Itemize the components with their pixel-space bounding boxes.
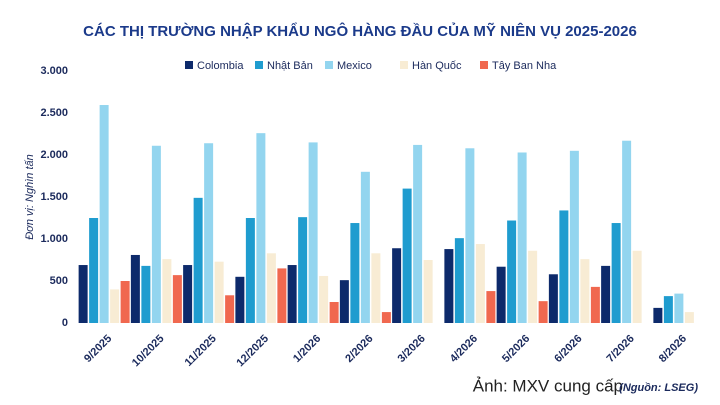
bar — [611, 223, 621, 323]
bar — [110, 289, 120, 323]
bar — [256, 133, 266, 323]
bar — [444, 249, 454, 323]
legend-label: Colombia — [197, 60, 244, 72]
legend-swatch — [480, 61, 488, 69]
bar — [507, 220, 517, 323]
bar — [559, 210, 569, 323]
bar — [350, 223, 360, 323]
bar — [548, 274, 558, 323]
bar — [381, 312, 391, 323]
bar — [162, 259, 172, 323]
bar — [266, 253, 276, 323]
bar — [423, 260, 433, 323]
bar — [235, 276, 245, 323]
bar — [590, 286, 600, 323]
x-tick-label: 6/2026 — [552, 333, 584, 365]
bar — [465, 148, 475, 323]
y-tick-label: 500 — [50, 275, 68, 287]
x-tick-label: 12/2025 — [234, 333, 271, 370]
source: (Nguồn: LSEG) — [619, 382, 698, 394]
x-tick-label: 3/2026 — [396, 333, 428, 365]
bar — [78, 265, 88, 323]
chart-title: CÁC THỊ TRƯỜNG NHẬP KHẨU NGÔ HÀNG ĐẦU CỦ… — [83, 22, 637, 40]
bar — [402, 188, 412, 323]
caption: Ảnh: MXV cung cấp — [473, 376, 623, 395]
x-tick-label: 1/2026 — [291, 333, 323, 365]
bar — [632, 250, 642, 323]
x-tick-label: 11/2025 — [183, 333, 219, 369]
bar — [287, 265, 297, 323]
x-tick-label: 10/2025 — [130, 333, 167, 370]
bar — [538, 301, 548, 323]
bar — [89, 218, 99, 323]
bar — [486, 291, 496, 323]
legend-swatch — [185, 61, 193, 69]
bar — [151, 145, 161, 323]
y-tick-label: 0 — [62, 317, 68, 329]
bar — [392, 248, 402, 323]
bar — [684, 312, 694, 323]
bar — [193, 197, 203, 323]
y-tick-label: 2.000 — [40, 149, 68, 161]
legend-swatch — [255, 61, 263, 69]
bar — [413, 144, 423, 323]
bar — [475, 244, 485, 323]
bar — [225, 295, 235, 323]
bar — [663, 296, 673, 323]
legend-swatch — [325, 61, 333, 69]
bar — [653, 307, 663, 323]
bar — [329, 302, 339, 323]
x-tick-label: 8/2026 — [657, 333, 689, 365]
bar — [298, 217, 308, 323]
bar — [601, 265, 611, 323]
bar — [277, 268, 287, 323]
legend-swatch — [400, 61, 408, 69]
bar — [141, 265, 151, 323]
bar — [245, 218, 255, 323]
bar — [204, 143, 214, 323]
bar — [319, 275, 329, 323]
bar — [496, 266, 506, 323]
y-tick-label: 1.500 — [40, 191, 68, 203]
legend-label: Nhật Bản — [267, 60, 313, 72]
y-tick-label: 3.000 — [40, 65, 68, 77]
bar — [517, 152, 527, 323]
y-tick-label: 2.500 — [40, 107, 68, 119]
legend-label: Tây Ban Nha — [492, 60, 557, 72]
y-axis-label: Đơn vị: Nghìn tấn — [24, 154, 36, 240]
x-tick-label: 4/2026 — [448, 333, 480, 365]
bar — [528, 250, 538, 323]
legend-label: Hàn Quốc — [412, 60, 462, 72]
bar — [580, 259, 590, 323]
bar — [371, 253, 381, 323]
bar — [308, 142, 318, 323]
x-tick-label: 7/2026 — [605, 333, 637, 365]
bar — [360, 171, 370, 323]
bar — [172, 275, 182, 323]
bar — [130, 254, 140, 323]
bar — [339, 280, 349, 323]
bar — [99, 105, 109, 324]
bar — [622, 140, 632, 323]
bar — [569, 150, 579, 323]
legend-label: Mexico — [337, 60, 372, 72]
bar — [120, 281, 130, 323]
bar — [183, 265, 193, 323]
x-tick-label: 5/2026 — [500, 333, 532, 365]
bar — [214, 261, 224, 323]
bar — [454, 238, 464, 323]
x-tick-label: 2/2026 — [343, 333, 375, 365]
x-tick-label: 9/2025 — [82, 333, 114, 365]
bar — [674, 293, 684, 323]
y-tick-label: 1.000 — [40, 233, 68, 245]
